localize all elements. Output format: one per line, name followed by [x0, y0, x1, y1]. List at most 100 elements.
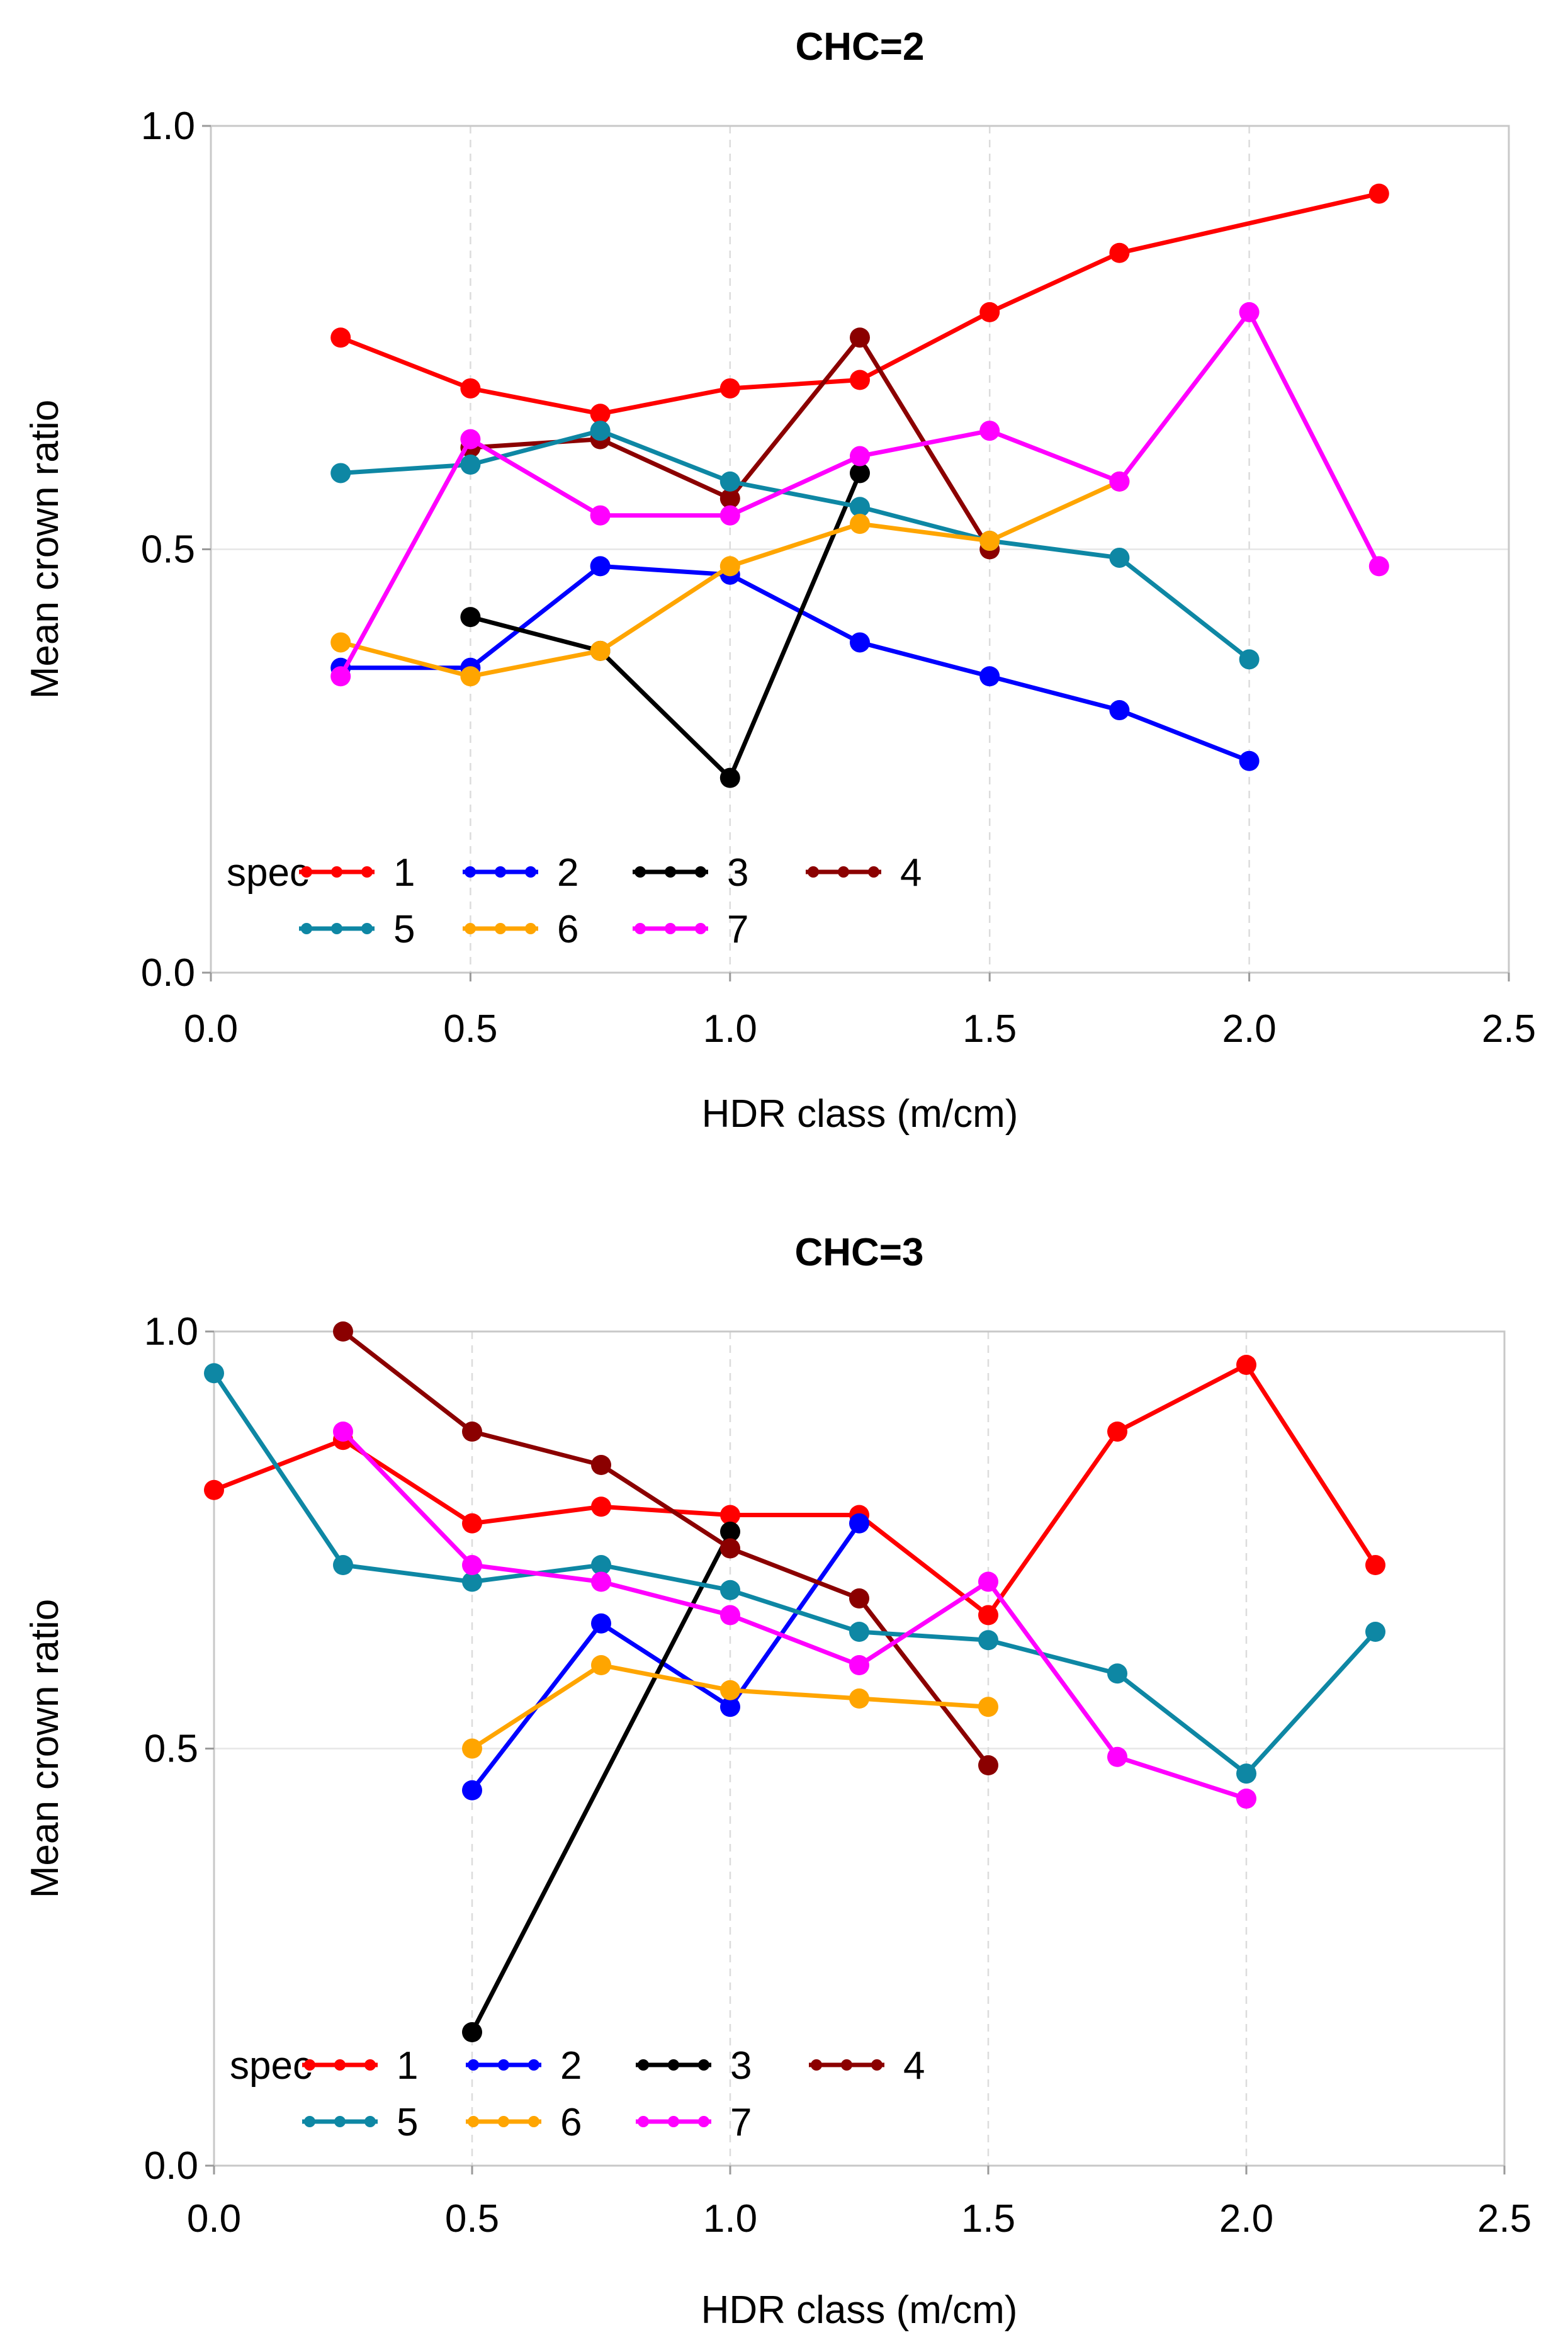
y-axis-label: Mean crown ratio	[23, 400, 67, 699]
data-point	[719, 471, 740, 492]
data-point	[1109, 547, 1130, 568]
data-point	[720, 1680, 740, 1700]
legend-item-4: 4	[809, 2044, 925, 2088]
data-point	[460, 429, 481, 449]
chart-title: CHC=2	[795, 25, 924, 69]
legend-swatch-marker	[304, 2059, 315, 2071]
legend-swatch-marker	[361, 866, 373, 878]
data-point	[719, 505, 740, 526]
data-point	[978, 1571, 998, 1592]
data-point	[720, 1580, 740, 1600]
legend: spec 1 2 3 4 5 6 7	[227, 851, 922, 951]
legend-swatch-marker	[635, 866, 646, 878]
legend-swatch-marker	[841, 2059, 852, 2071]
legend-swatch-marker	[468, 2059, 479, 2071]
data-point	[978, 1630, 998, 1651]
legend-swatch-marker	[364, 2059, 376, 2071]
data-point	[978, 1605, 998, 1625]
legend-item-7: 7	[636, 2101, 752, 2144]
y-tick-label: 0.0	[144, 2144, 198, 2188]
legend-item-1: 1	[302, 2044, 418, 2088]
series-5	[204, 1363, 1385, 1784]
data-point	[591, 1655, 611, 1675]
data-point	[333, 1422, 353, 1442]
legend-item-7: 7	[633, 908, 748, 951]
chart-panel-2: CHC=3 0.0 0.5 1.0 1.5 2.0 2.5 0.0 0.5 1.0 HDR clas…	[23, 1231, 1531, 2332]
legend-swatch-marker	[331, 866, 342, 878]
data-point	[590, 505, 611, 526]
data-point	[979, 421, 1000, 441]
data-point	[850, 327, 870, 348]
legend-swatch-marker	[528, 2116, 539, 2127]
series-6	[462, 1655, 998, 1759]
legend: spec 1 2 3 4 5 6 7	[230, 2044, 925, 2144]
data-point	[849, 1588, 869, 1609]
data-point	[849, 1622, 869, 1642]
legend-item-6: 6	[466, 2101, 582, 2144]
data-point	[849, 1688, 869, 1709]
series-1	[330, 183, 1389, 424]
series-line	[339, 191, 1380, 416]
legend-item-1: 1	[299, 851, 415, 895]
data-point	[590, 556, 611, 577]
series-line	[213, 1362, 1377, 1617]
data-point	[720, 1522, 740, 1542]
legend-swatch-marker	[495, 866, 506, 878]
data-point	[204, 1363, 224, 1384]
data-point	[460, 455, 481, 475]
data-point	[591, 1613, 611, 1634]
legend-swatch-marker	[301, 923, 312, 934]
legend-label: 1	[393, 851, 415, 895]
legend-swatch-marker	[498, 2059, 509, 2071]
data-point	[1365, 1555, 1385, 1575]
data-point	[850, 463, 870, 483]
series-4	[333, 1321, 998, 1775]
series-line	[340, 428, 1251, 662]
data-point	[330, 632, 351, 653]
data-point	[1239, 750, 1260, 771]
legend-swatch-marker	[304, 2116, 315, 2127]
data-point	[979, 302, 1000, 322]
data-point	[591, 1571, 611, 1592]
legend-item-4: 4	[806, 851, 922, 895]
legend-swatch-marker	[695, 923, 706, 934]
data-point	[1236, 1789, 1256, 1809]
data-point	[850, 632, 870, 653]
data-point	[590, 421, 611, 441]
legend-swatch-marker	[868, 866, 879, 878]
series-7	[330, 302, 1389, 687]
x-tick-label: 1.0	[703, 1007, 757, 1051]
x-tick-label: 1.5	[962, 1007, 1017, 1051]
y-tick-label: 1.0	[141, 105, 195, 148]
data-point	[1107, 1663, 1127, 1684]
legend-swatch-marker	[361, 923, 373, 934]
legend-item-5: 5	[299, 908, 415, 951]
data-point	[204, 1479, 224, 1500]
legend-label: 2	[557, 851, 578, 895]
data-point	[720, 1538, 740, 1559]
data-point	[719, 378, 740, 399]
legend-swatch-marker	[301, 866, 312, 878]
data-point	[330, 327, 351, 348]
series-line	[341, 1330, 990, 1767]
chart-panel-1: CHC=2 0.0 0.5 1.0 1.5 2.0 2.5 0.0 0.5 1.0 HDR clas…	[23, 25, 1536, 1136]
series-line	[470, 472, 862, 781]
data-point	[591, 1555, 611, 1575]
legend-label: 3	[727, 851, 748, 895]
data-point	[460, 378, 481, 399]
x-tick-label: 0.0	[184, 1007, 238, 1051]
x-tick-label: 2.0	[1219, 2197, 1273, 2241]
data-point	[978, 1697, 998, 1717]
legend-item-2: 2	[466, 2044, 582, 2088]
data-point	[1107, 1746, 1127, 1767]
x-tick-label: 0.5	[443, 1007, 497, 1051]
legend-swatch-marker	[665, 866, 676, 878]
legend-swatch-marker	[465, 866, 476, 878]
legend-swatch-marker	[838, 866, 849, 878]
data-point	[1236, 1763, 1256, 1784]
legend-swatch-marker	[465, 923, 476, 934]
legend-item-5: 5	[302, 2101, 418, 2144]
legend-swatch-marker	[334, 2059, 346, 2071]
data-point	[1109, 242, 1130, 263]
data-point	[1236, 1355, 1256, 1375]
